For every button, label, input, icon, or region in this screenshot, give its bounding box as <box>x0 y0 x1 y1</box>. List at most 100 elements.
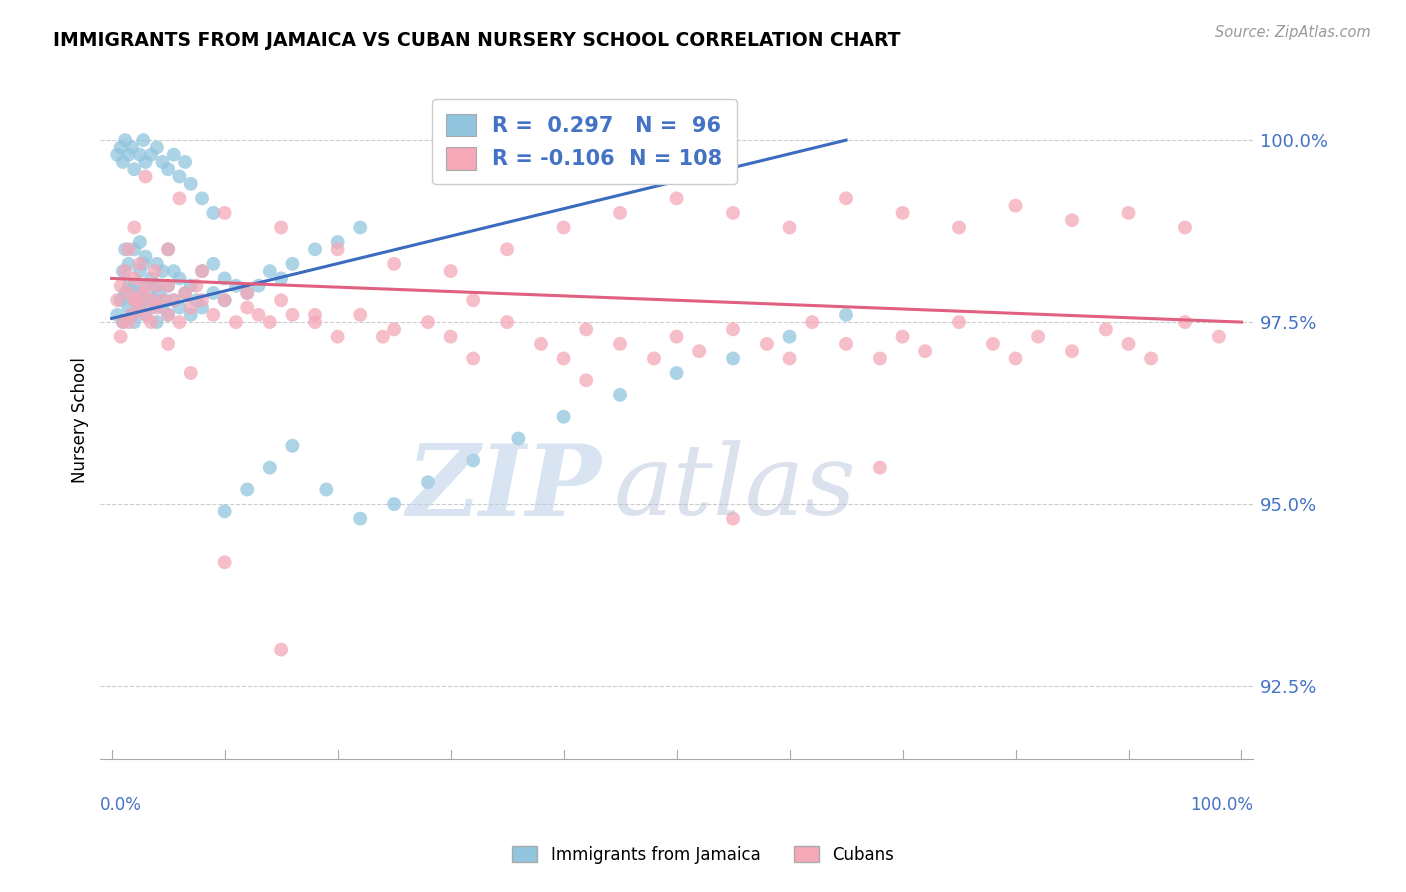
Point <box>643 351 665 366</box>
Point <box>146 278 169 293</box>
Point <box>105 293 128 308</box>
Point <box>225 315 247 329</box>
Point <box>128 301 150 315</box>
Point <box>236 285 259 300</box>
Point <box>117 278 139 293</box>
Point <box>169 301 191 315</box>
Point <box>117 315 139 329</box>
Point <box>236 483 259 497</box>
Point <box>214 206 236 220</box>
Point <box>122 293 145 308</box>
Point <box>132 257 155 271</box>
Point <box>157 337 180 351</box>
Point <box>1004 199 1026 213</box>
Point <box>721 206 744 220</box>
Text: atlas: atlas <box>613 441 856 536</box>
Point <box>202 285 225 300</box>
Point <box>110 278 132 293</box>
Point <box>110 329 132 343</box>
Point <box>416 475 439 490</box>
Point <box>135 169 157 184</box>
Point <box>186 293 208 308</box>
Point <box>326 235 349 249</box>
Point <box>382 322 405 336</box>
Point <box>157 242 180 256</box>
Point <box>117 147 139 161</box>
Point <box>117 285 139 300</box>
Point <box>180 308 202 322</box>
Point <box>128 257 150 271</box>
Point <box>609 388 631 402</box>
Point <box>835 308 858 322</box>
Point <box>270 271 292 285</box>
Point <box>801 315 824 329</box>
Point <box>214 504 236 518</box>
Point <box>128 147 150 161</box>
Point <box>191 301 214 315</box>
Point <box>463 351 485 366</box>
Point <box>948 220 970 235</box>
Point <box>157 162 180 177</box>
Point <box>779 329 801 343</box>
Point <box>665 329 688 343</box>
Point <box>141 315 163 329</box>
Point <box>382 257 405 271</box>
Legend: R =  0.297   N =  96, R = -0.106  N = 108: R = 0.297 N = 96, R = -0.106 N = 108 <box>432 99 737 184</box>
Point <box>105 308 128 322</box>
Point <box>315 483 337 497</box>
Point <box>326 329 349 343</box>
Point <box>191 264 214 278</box>
Point <box>163 264 186 278</box>
Point <box>169 315 191 329</box>
Point <box>721 322 744 336</box>
Point <box>259 264 281 278</box>
Point <box>1004 351 1026 366</box>
Point <box>1174 315 1197 329</box>
Point <box>496 315 519 329</box>
Point <box>948 315 970 329</box>
Point <box>202 206 225 220</box>
Point <box>110 140 132 154</box>
Point <box>1026 329 1049 343</box>
Point <box>163 293 186 308</box>
Point <box>122 293 145 308</box>
Point <box>247 278 270 293</box>
Point <box>114 264 136 278</box>
Point <box>111 264 134 278</box>
Point <box>553 409 575 424</box>
Point <box>157 308 180 322</box>
Point <box>202 257 225 271</box>
Point <box>152 301 174 315</box>
Point <box>169 271 191 285</box>
Point <box>174 155 197 169</box>
Point <box>163 293 186 308</box>
Point <box>180 366 202 380</box>
Y-axis label: Nursery School: Nursery School <box>72 358 89 483</box>
Point <box>721 351 744 366</box>
Point <box>891 206 914 220</box>
Point <box>157 278 180 293</box>
Point <box>146 301 169 315</box>
Point <box>304 242 326 256</box>
Point <box>143 293 166 308</box>
Point <box>135 250 157 264</box>
Point <box>281 257 304 271</box>
Point <box>575 322 598 336</box>
Point <box>259 315 281 329</box>
Point <box>114 133 136 147</box>
Point <box>270 220 292 235</box>
Point <box>191 264 214 278</box>
Point <box>214 293 236 308</box>
Point <box>180 177 202 191</box>
Point <box>122 315 145 329</box>
Point <box>125 293 148 308</box>
Point <box>132 293 155 308</box>
Point <box>1208 329 1230 343</box>
Point <box>141 271 163 285</box>
Point <box>163 147 186 161</box>
Point <box>117 242 139 256</box>
Point <box>225 278 247 293</box>
Point <box>270 642 292 657</box>
Legend: Immigrants from Jamaica, Cubans: Immigrants from Jamaica, Cubans <box>506 839 900 871</box>
Point <box>135 308 157 322</box>
